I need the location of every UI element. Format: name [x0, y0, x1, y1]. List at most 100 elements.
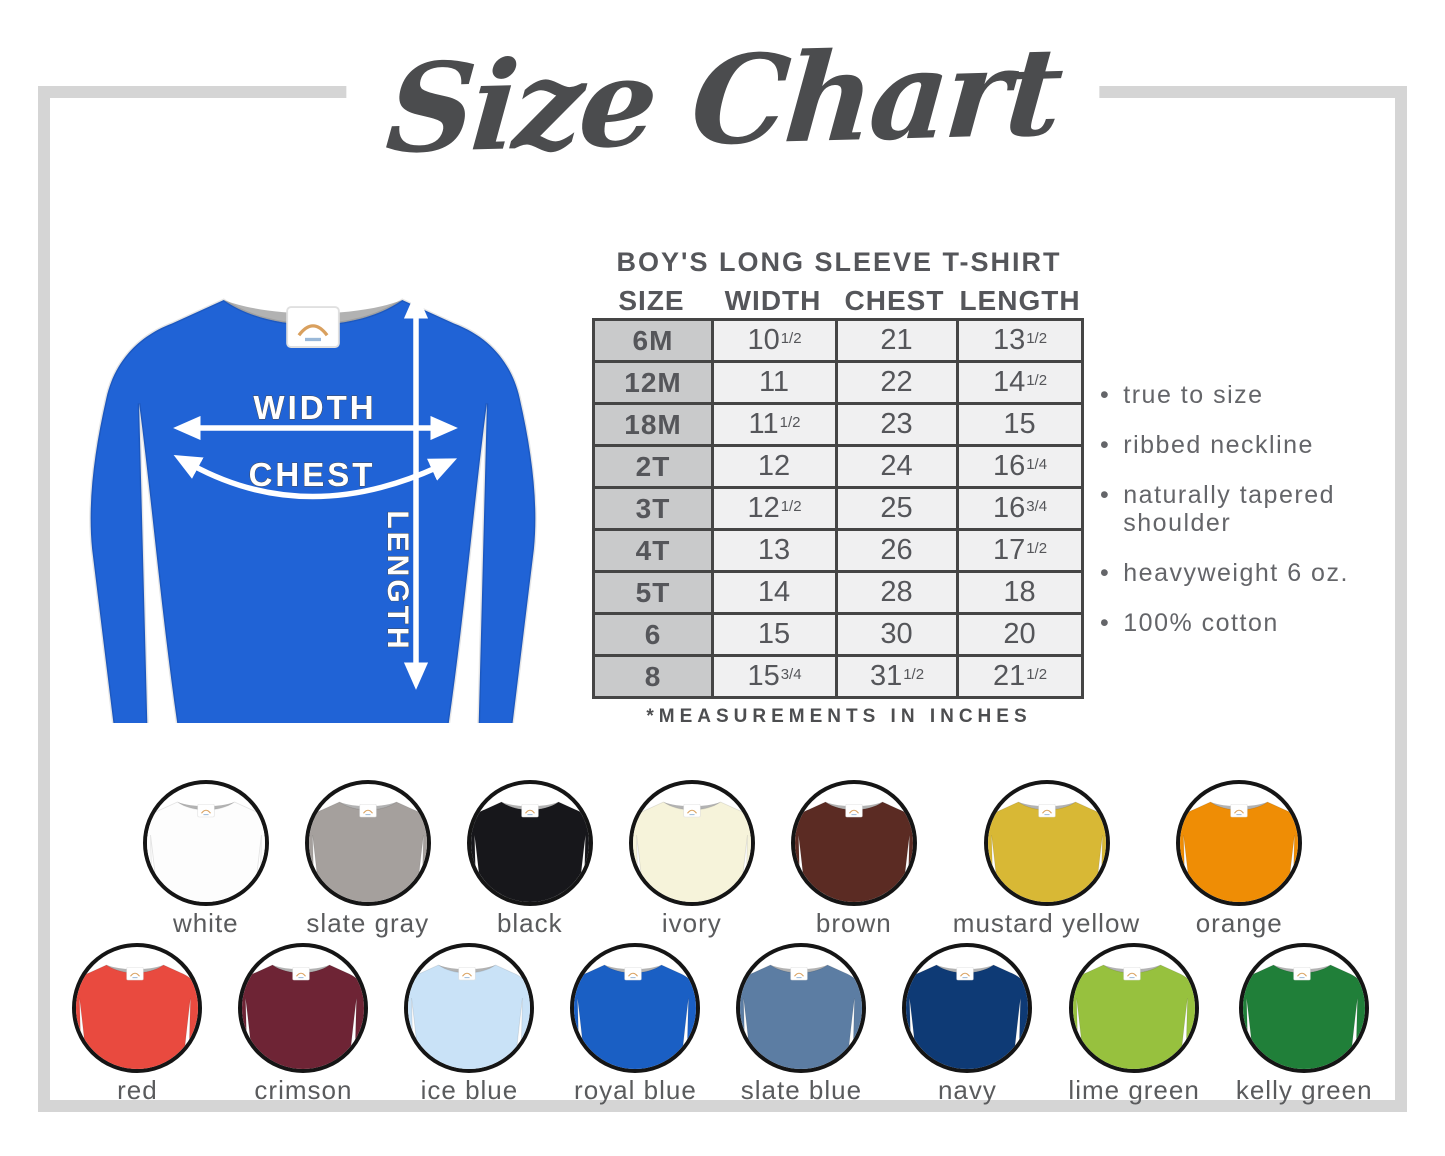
color-swatch-white: white — [142, 780, 269, 939]
length-cell: 15 — [959, 405, 1081, 444]
color-swatch-royal-blue: royal blue — [570, 943, 701, 1106]
color-swatch-kelly-green: kelly green — [1236, 943, 1373, 1106]
tshirt-icon — [1073, 964, 1196, 1069]
swatch-label: mustard yellow — [952, 908, 1141, 938]
bullet-icon: • — [1100, 480, 1111, 509]
size-cell: 12M — [595, 363, 711, 402]
tshirt-icon — [1243, 964, 1366, 1069]
tshirt-icon — [740, 964, 863, 1069]
chest-cell: 21 — [838, 321, 956, 360]
tshirt-icon — [242, 964, 365, 1069]
chest-cell: 26 — [838, 531, 956, 570]
col-header-width: WIDTH — [724, 285, 822, 316]
width-cell: 15 3/4 — [714, 657, 835, 696]
swatch-label: orange — [1195, 908, 1283, 938]
swatch-label: ice blue — [420, 1075, 519, 1105]
product-heading: BOY'S LONG SLEEVE T-SHIRT — [616, 247, 1062, 277]
size-cell: 6M — [595, 321, 711, 360]
length-cell: 14 1/2 — [959, 363, 1081, 402]
color-swatch-slate-gray: slate gray — [304, 780, 431, 939]
feature-item: • 100% cotton — [1100, 608, 1279, 637]
width-cell: 12 1/2 — [714, 489, 835, 528]
swatch-label: kelly green — [1235, 1075, 1373, 1105]
swatch-label: slate gray — [306, 908, 430, 938]
swatch-label: white — [172, 908, 239, 938]
color-swatch-crimson: crimson — [238, 943, 369, 1106]
chest-cell: 22 — [838, 363, 956, 402]
color-swatch-row-1: white slate gray black ivory brown musta… — [0, 780, 1445, 939]
color-swatch-ice-blue: ice blue — [404, 943, 535, 1106]
swatch-label: crimson — [254, 1075, 353, 1105]
bullet-icon: • — [1100, 430, 1111, 459]
color-swatch-orange: orange — [1176, 780, 1303, 939]
swatch-label: lime green — [1068, 1075, 1200, 1105]
page-title-wrap: Size Chart — [345, 0, 1100, 206]
col-header-chest: CHEST — [844, 285, 945, 316]
blue-tshirt-graphic: WIDTH CHEST LENGTH — [78, 291, 548, 723]
chest-cell: 24 — [838, 447, 956, 486]
page-title: Size Chart — [381, 19, 1064, 181]
tshirt-icon — [470, 801, 589, 902]
feature-item: • naturally tapered shoulder — [1100, 480, 1335, 538]
feature-item: • heavyweight 6 oz. — [1100, 559, 1349, 587]
length-label: LENGTH — [381, 510, 414, 651]
length-cell: 18 — [959, 573, 1081, 612]
swatch-label: ivory — [661, 908, 722, 938]
size-cell: 2T — [595, 447, 711, 486]
chest-label: CHEST — [249, 456, 376, 493]
chest-cell: 28 — [838, 573, 956, 612]
col-header-size: SIZE — [618, 285, 685, 316]
length-cell: 16 3/4 — [959, 489, 1081, 528]
chest-cell: 25 — [838, 489, 956, 528]
swatch-label: slate blue — [740, 1075, 863, 1105]
size-cell: 3T — [595, 489, 711, 528]
tshirt-measurement-diagram: WIDTH CHEST LENGTH — [78, 253, 548, 723]
size-cell: 8 — [595, 657, 711, 696]
size-table-headers: SIZE WIDTH CHEST LENGTH — [592, 285, 1086, 317]
length-cell: 21 1/2 — [959, 657, 1081, 696]
bullet-icon: • — [1100, 608, 1111, 637]
feature-item: • ribbed neckline — [1100, 430, 1314, 459]
feature-list: • true to size • ribbed neckline • naturall… — [1100, 381, 1400, 638]
length-cell: 17 1/2 — [959, 531, 1081, 570]
tshirt-icon — [308, 801, 427, 902]
size-cell: 6 — [595, 615, 711, 654]
tshirt-icon — [1180, 801, 1299, 902]
color-swatch-ivory: ivory — [628, 780, 755, 939]
tshirt-icon — [906, 964, 1029, 1069]
color-swatch-black: black — [466, 780, 593, 939]
color-swatch-red: red — [72, 943, 203, 1106]
color-swatch-row-2: red crimson ice blue royal blue slate bl… — [0, 943, 1445, 1106]
width-cell: 12 — [714, 447, 835, 486]
length-cell: 20 — [959, 615, 1081, 654]
length-cell: 13 1/2 — [959, 321, 1081, 360]
tshirt-icon — [632, 801, 751, 902]
chest-cell: 30 — [838, 615, 956, 654]
tshirt-icon — [574, 964, 697, 1069]
swatch-label: navy — [937, 1075, 997, 1105]
color-swatch-slate-blue: slate blue — [736, 943, 867, 1106]
width-cell: 11 1/2 — [714, 405, 835, 444]
width-cell: 15 — [714, 615, 835, 654]
tshirt-icon — [408, 964, 531, 1069]
width-cell: 11 — [714, 363, 835, 402]
chest-cell: 31 1/2 — [838, 657, 956, 696]
width-cell: 14 — [714, 573, 835, 612]
width-cell: 13 — [714, 531, 835, 570]
length-cell: 16 1/4 — [959, 447, 1081, 486]
width-label: WIDTH — [253, 389, 376, 426]
swatch-label: brown — [815, 908, 892, 938]
tshirt-icon — [146, 801, 265, 902]
measurements-footnote: *MEASUREMENTS IN INCHES — [646, 706, 1032, 727]
col-header-length: LENGTH — [959, 285, 1081, 316]
width-cell: 10 1/2 — [714, 321, 835, 360]
size-table: 6M 10 1/2 21 13 1/2 12M 11 22 14 1/2 18M 11… — [592, 318, 1084, 699]
color-swatch-mustard-yellow: mustard yellow — [953, 780, 1140, 939]
swatch-label: royal blue — [574, 1075, 697, 1105]
swatch-label: red — [117, 1075, 158, 1105]
bullet-icon: • — [1100, 559, 1111, 587]
color-swatch-navy: navy — [902, 943, 1033, 1106]
size-cell: 18M — [595, 405, 711, 444]
size-cell: 5T — [595, 573, 711, 612]
